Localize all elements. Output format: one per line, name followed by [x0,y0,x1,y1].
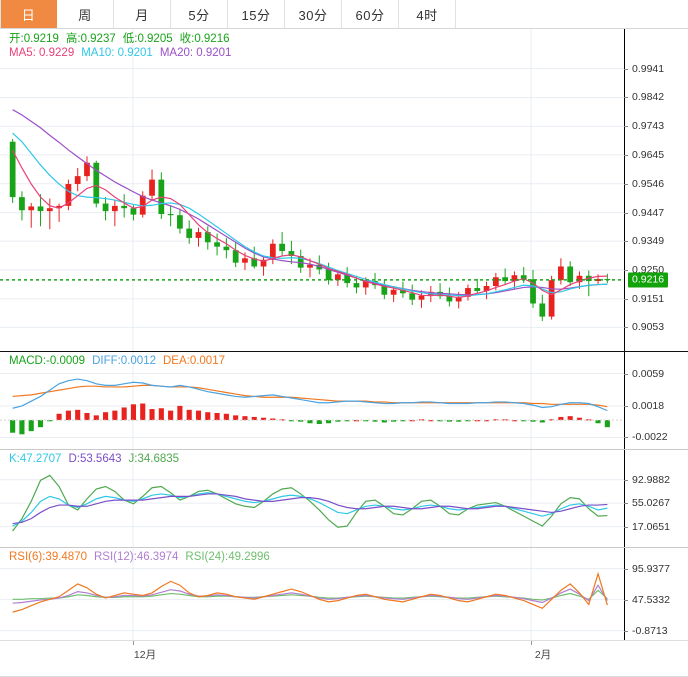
axis-label: 95.9377 [632,562,670,575]
axis-label: 0.0018 [632,399,665,412]
axis-tick [624,68,628,70]
current-price-tag: 0.9216 [628,272,669,288]
axis-tick [624,327,628,329]
date-label: 12月 [133,649,157,661]
axis-tick [624,183,628,185]
axis-line [624,548,625,640]
tab-30分[interactable]: 30分 [285,0,342,28]
date-tick [133,641,134,645]
kdj-axis: 92.9882 55.0267 17.0651 [624,450,688,547]
axis-tick [624,373,628,375]
tab-周[interactable]: 周 [57,0,114,28]
tab-5分[interactable]: 5分 [171,0,228,28]
axis-tick [624,154,628,156]
tab-15分[interactable]: 15分 [228,0,285,28]
axis-label: 17.0651 [632,520,670,533]
axis-tick [624,526,628,528]
rsi-axis: 95.9377 47.5332 -0.8713 [624,548,688,640]
axis-label: 0.9349 [632,235,665,248]
axis-tick [624,97,628,99]
axis-tick [624,269,628,271]
axis-tick [624,298,628,300]
axis-tick [624,599,628,601]
panel-divider-2 [0,449,688,450]
axis-tick [624,212,628,214]
price-plot [0,29,624,351]
axis-label: 55.0267 [632,497,670,510]
toolbar-filler [456,0,688,28]
date-tick [531,641,532,645]
panel-divider-1 [0,351,688,352]
axis-label: 0.9743 [632,120,665,133]
axis-tick [624,405,628,407]
axis-line [624,29,625,351]
axis-label: 0.9941 [632,62,665,75]
axis-label: -0.0022 [632,431,668,444]
tab-4时[interactable]: 4时 [399,0,456,28]
macd-axis: 0.0059 0.0018 -0.0022 [624,352,688,449]
axis-label: 0.9546 [632,177,665,190]
axis-tick [624,503,628,505]
axis-label: 92.9882 [632,473,670,486]
axis-label: 0.9645 [632,148,665,161]
axis-label: 0.9053 [632,321,665,334]
axis-label: 47.5332 [632,593,670,606]
axis-label: 0.9151 [632,292,665,305]
timeframe-toolbar: 日周月 5分 15分 30分 60分 4时 [0,0,688,29]
macd-plot [0,352,624,449]
axis-label: -0.8713 [632,624,668,637]
panel-divider-3 [0,547,688,548]
tab-月[interactable]: 月 [114,0,171,28]
date-label: 2月 [534,649,552,661]
kdj-plot [0,450,624,547]
axis-tick [624,479,628,481]
tab-日[interactable]: 日 [0,0,57,28]
axis-tick [624,437,628,439]
axis-label: 0.0059 [632,367,665,380]
axis-label: 0.9842 [632,91,665,104]
axis-line [624,352,625,449]
axis-tick [624,630,628,632]
axis-line [624,450,625,547]
price-axis: 0.9941 0.9842 0.9743 0.9645 0.9546 0.9447 0.93… [624,29,688,351]
axis-tick [624,241,628,243]
date-axis: 12月 2月 [0,640,688,677]
tab-60分[interactable]: 60分 [342,0,399,28]
axis-label: 0.9447 [632,206,665,219]
rsi-plot [0,548,624,640]
axis-tick [624,568,628,570]
axis-tick [624,126,628,128]
